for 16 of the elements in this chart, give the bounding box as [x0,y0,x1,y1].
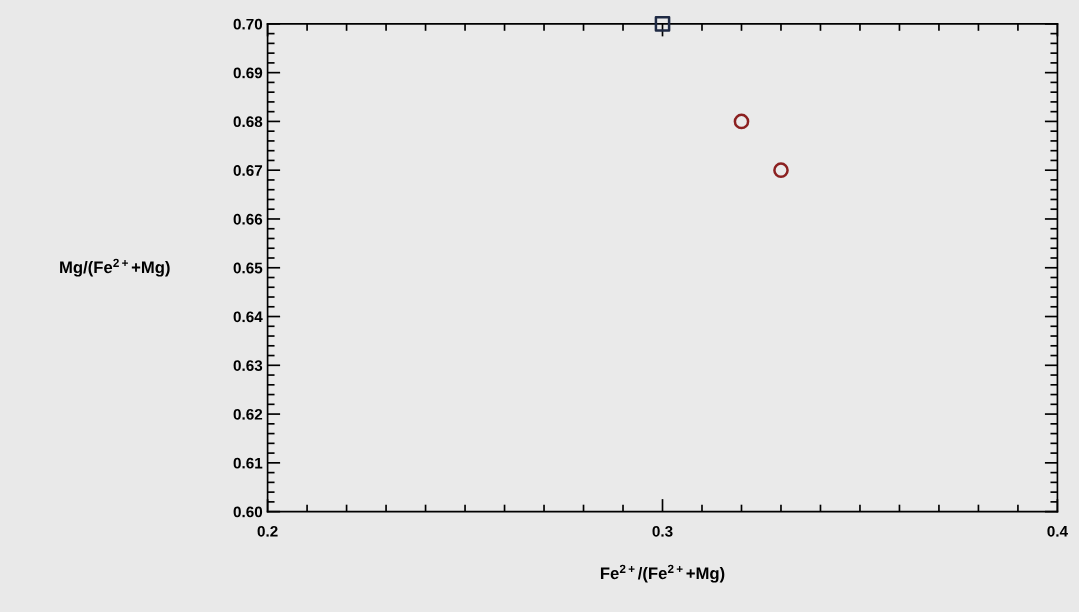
y-tick-label: 0.69 [233,67,263,79]
x-tick-label: 0.3 [652,525,673,537]
y-tick-label: 0.68 [233,116,263,128]
y-tick-label: 0.61 [233,457,263,469]
x-axis-title: Fe$^{2+}$/(Fe$^{2+}$+Mg) [600,564,725,583]
y-tick-label: 0.63 [233,360,263,372]
y-tick-label: 0.60 [233,506,263,518]
y-tick-label: 0.65 [233,262,263,274]
x-tick-label: 0.4 [1047,525,1068,537]
y-tick-label: 0.62 [233,408,263,420]
y-axis-title: Mg/(Fe$^{2+}$+Mg) [60,258,170,277]
y-tick-label: 0.66 [233,213,263,225]
x-tick-label: 0.2 [257,525,278,537]
y-tick-label: 0.70 [233,18,263,30]
y-tick-label: 0.67 [233,165,263,176]
y-tick-label: 0.64 [233,311,263,323]
